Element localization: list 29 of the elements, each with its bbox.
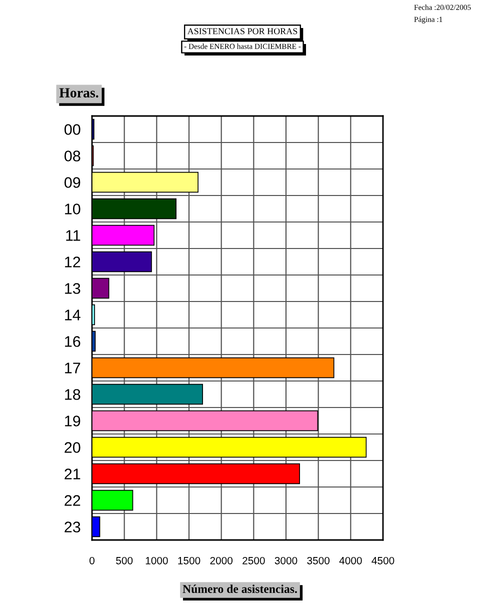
y-tick-label: 10 bbox=[65, 204, 80, 214]
x-tick-label: 4500 bbox=[372, 556, 394, 564]
x-tick-label: 1000 bbox=[146, 556, 168, 564]
x-tick-label: 4000 bbox=[339, 556, 362, 564]
y-tick-label: 17 bbox=[65, 362, 80, 374]
x-axis-title: Número de asistencias. bbox=[182, 584, 297, 594]
y-tick-label: 08 bbox=[64, 150, 80, 162]
y-tick-label: 20 bbox=[64, 442, 80, 453]
y-tick-label: 14 bbox=[65, 310, 80, 320]
x-tick-label: 2500 bbox=[242, 556, 265, 564]
x-tick-label: 3500 bbox=[307, 556, 330, 564]
y-tick-label: 21 bbox=[64, 468, 80, 480]
y-tick-label: 22 bbox=[64, 495, 80, 506]
x-tick-label: 1500 bbox=[178, 556, 200, 564]
y-tick-label: 11 bbox=[66, 230, 80, 241]
chart-title: ASISTENCIAS POR HORAS bbox=[187, 28, 298, 34]
y-tick-label: 18 bbox=[65, 389, 80, 400]
y-tick-label: 00 bbox=[64, 124, 80, 135]
y-tick-label: 13 bbox=[65, 283, 80, 294]
y-tick-label: 09 bbox=[64, 177, 80, 188]
x-tick-label: 3000 bbox=[274, 556, 298, 564]
x-tick-label: 2000 bbox=[210, 556, 233, 564]
y-tick-label: 12 bbox=[65, 256, 80, 268]
y-axis-title: Horas. bbox=[59, 88, 98, 98]
x-tick-label: 0 bbox=[90, 556, 94, 564]
y-tick-label: 23 bbox=[64, 522, 80, 532]
x-tick-label: 500 bbox=[116, 556, 133, 564]
y-tick-label: 16 bbox=[65, 336, 80, 347]
y-tick-label: 19 bbox=[65, 416, 80, 426]
